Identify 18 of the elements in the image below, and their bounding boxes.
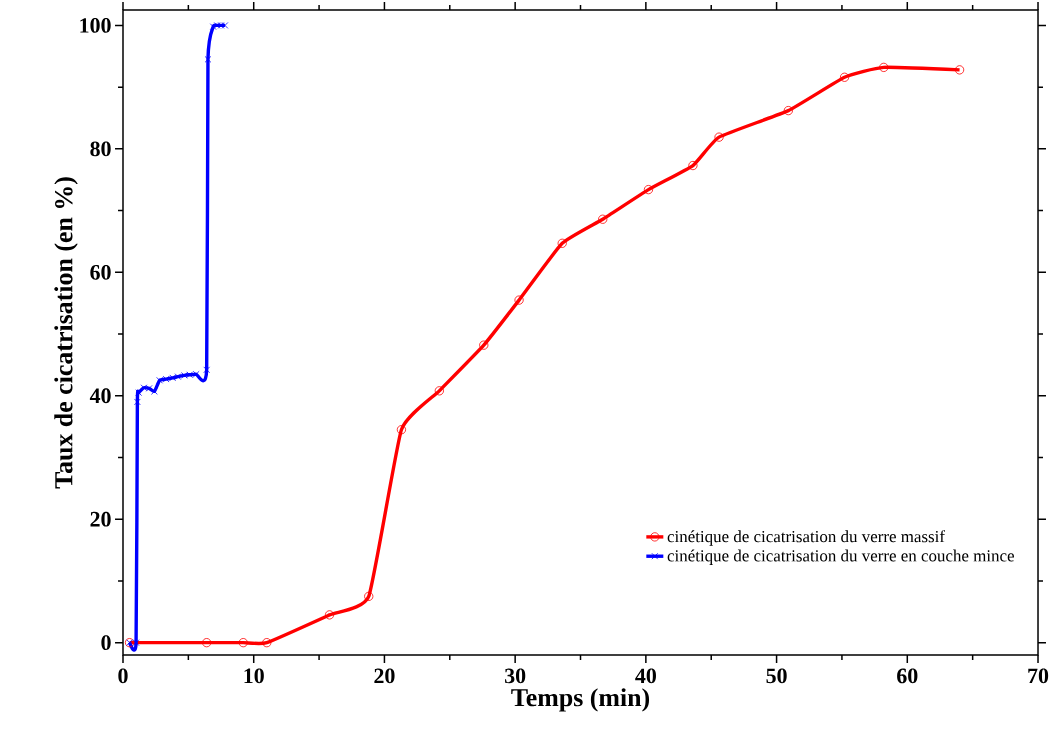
y-axis-title: Taux de cicatrisation (en %) bbox=[54, 177, 78, 489]
x-tick-label: 60 bbox=[897, 668, 918, 684]
y-tick-label: 80 bbox=[90, 141, 111, 157]
x-axis-title: Temps (min) bbox=[511, 688, 650, 712]
legend-label: cinétique de cicatrisation du verre en couche mince bbox=[667, 549, 1014, 565]
x-tick-label: 0 bbox=[118, 668, 128, 684]
x-tick-label: 10 bbox=[244, 668, 264, 684]
y-tick-label: 20 bbox=[90, 511, 111, 527]
y-tick-label: 100 bbox=[80, 18, 111, 33]
y-tick-label: 60 bbox=[90, 264, 111, 280]
x-tick-label: 50 bbox=[766, 668, 787, 684]
x-tick-label: 30 bbox=[505, 668, 526, 684]
y-tick-label: 0 bbox=[101, 635, 111, 651]
x-tick-label: 40 bbox=[635, 668, 656, 684]
x-tick-label: 70 bbox=[1028, 668, 1049, 684]
y-tick-label: 40 bbox=[89, 388, 111, 404]
x-tick-label: 20 bbox=[374, 668, 395, 684]
legend-label: cinétique de cicatrisation du verre massif bbox=[667, 530, 945, 546]
